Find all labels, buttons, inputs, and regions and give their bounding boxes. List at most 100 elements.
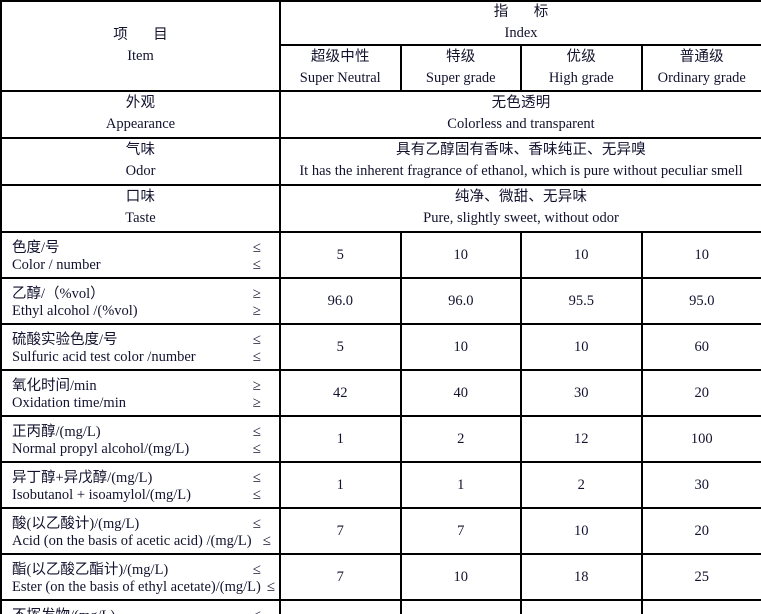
table-cell-value: 10 [520,231,643,279]
row-label-en: Odor [125,163,156,179]
grade-cn: 普通级 [679,48,724,65]
table-cell-value: 40 [399,369,522,417]
table-cell-value: 1 [279,415,402,463]
table-cell-value: 5 [279,323,402,371]
table-row-isobutanol-isoamylol: 异丁醇+异戊醇/(mg/L) ≤ Isobutanol + isoamylol/… [0,461,761,509]
table-cell-value: 96.0 [399,277,522,325]
row-label-cn: 乙醇/（%vol） [12,286,105,302]
row-label-en: Appearance [105,116,176,132]
table-cell-value: 10 [520,507,643,555]
row-label-cn: 口味 [125,189,156,206]
table-cell-value: 10 [399,231,522,279]
row-label-en: Ester (on the basis of ethyl acetate)/(m… [12,579,261,595]
row-label-en: Acid (on the basis of acetic acid) /(mg/… [12,533,252,549]
row-label-cn: 氧化时间/min [12,378,97,394]
table-cell-value: 15 [520,599,643,614]
operator-cn: ≤ [252,424,261,440]
row-label-cn: 酸(以乙酸计)/(mg/L) [12,516,140,532]
header-cell-item: 项 目 Item [0,0,281,92]
table-row-acid: 酸(以乙酸计)/(mg/L) ≤ Acid (on the basis of a… [0,507,761,555]
operator-cn: ≤ [252,332,261,348]
row-label-en: Oxidation time/min [12,395,126,411]
table-row-taste: 口味 Taste 纯净、微甜、无异味 Pure, slightly sweet,… [0,184,761,233]
header-row-index: 项 目 Item 指 标 Index [0,0,761,92]
row-label-ethyl-alcohol: 乙醇/（%vol） ≥ Ethyl alcohol /(%vol) ≥ [0,277,281,325]
table-cell-value: 10 [399,323,522,371]
operator-en: ≤ [262,533,271,549]
table-row-ester: 酯(以乙酸乙酯计)/(mg/L) ≤ Ester (on the basis o… [0,553,761,601]
table-cell-value: 95.0 [640,277,761,325]
row-label-cn: 正丙醇/(mg/L) [12,424,101,440]
header-cell-grade-high: 优级 High grade [520,44,643,92]
operator-en: ≤ [252,441,261,457]
row-label-cn: 气味 [125,142,156,159]
header-cell-grade-super-neutral: 超级中性 Super Neutral [279,44,402,92]
row-label-cn: 异丁醇+异戊醇/(mg/L) [12,470,153,486]
row-value-en: Pure, slightly sweet, without odor [423,210,619,226]
table-cell-value: 25 [640,599,761,614]
operator-en: ≤ [252,257,261,273]
table-cell-value: 10 [520,323,643,371]
row-value-appearance: 无色透明 Colorless and transparent [279,90,761,139]
row-label-en: Taste [125,210,156,226]
grade-en: High grade [548,69,614,86]
operator-en: ≥ [252,395,261,411]
header-item-cn: 项 目 [113,26,179,43]
table-cell-value: 7 [399,507,522,555]
row-label-odor: 气味 Odor [0,137,281,186]
grade-en: Super Neutral [299,69,381,86]
table-row-appearance: 外观 Appearance 无色透明 Colorless and transpa… [0,90,761,139]
row-label-acid: 酸(以乙酸计)/(mg/L) ≤ Acid (on the basis of a… [0,507,281,555]
table-row-sulfuric-acid-test-color: 硫酸实验色度/号 ≤ Sulfuric acid test color /num… [0,323,761,371]
table-cell-value: 10 [399,599,522,614]
row-value-cn: 纯净、微甜、无异味 [454,189,588,206]
operator-cn: ≤ [252,516,261,532]
table-row-odor: 气味 Odor 具有乙醇固有香味、香味纯正、无异嗅 It has the inh… [0,137,761,186]
row-label-en: Sulfuric acid test color /number [12,349,196,365]
table-cell-value: 95.5 [520,277,643,325]
row-label-color-number: 色度/号 ≤ Color / number ≤ [0,231,281,279]
operator-en: ≤ [252,487,261,503]
row-label-cn: 酯(以乙酸乙酯计)/(mg/L) [12,562,169,578]
row-label-oxidation-time: 氧化时间/min ≥ Oxidation time/min ≥ [0,369,281,417]
table-cell-value: 100 [640,415,761,463]
row-label-en: Ethyl alcohol /(%vol) [12,303,138,319]
table-cell-value: 42 [279,369,402,417]
table-cell-value: 30 [640,461,761,509]
row-label-en: Normal propyl alcohol/(mg/L) [12,441,190,457]
table-cell-value: 7 [279,599,402,614]
table-cell-value: 5 [279,231,402,279]
header-cell-index: 指 标 Index [279,0,761,46]
table-row-oxidation-time: 氧化时间/min ≥ Oxidation time/min ≥ 42 40 30… [0,369,761,417]
table-cell-value: 10 [640,231,761,279]
table-cell-value: 2 [399,415,522,463]
header-item-en: Item [127,47,154,64]
operator-cn: ≤ [252,470,261,486]
table-cell-value: 7 [279,553,402,601]
operator-en: ≥ [252,303,261,319]
grade-cn: 超级中性 [310,48,370,65]
header-index-en: Index [504,24,538,41]
table-cell-value: 1 [279,461,402,509]
grade-en: Ordinary grade [657,69,746,86]
table-cell-value: 20 [640,369,761,417]
table-row-normal-propyl-alcohol: 正丙醇/(mg/L) ≤ Normal propyl alcohol/(mg/L… [0,415,761,463]
operator-cn: ≥ [252,378,261,394]
grade-en: Super grade [425,69,496,86]
table-row-ethyl-alcohol: 乙醇/（%vol） ≥ Ethyl alcohol /(%vol) ≥ 96.0… [0,277,761,325]
row-value-cn: 无色透明 [491,95,551,112]
row-value-odor: 具有乙醇固有香味、香味纯正、无异嗅 It has the inherent fr… [279,137,761,186]
row-label-cn: 硫酸实验色度/号 [12,332,118,348]
row-label-appearance: 外观 Appearance [0,90,281,139]
table-cell-value: 12 [520,415,643,463]
operator-en: ≤ [266,579,276,595]
row-label-ester: 酯(以乙酸乙酯计)/(mg/L) ≤ Ester (on the basis o… [0,553,281,601]
row-label-cn: 外观 [125,95,156,112]
row-label-nonvolatile-matter: 不挥发物/(mg/L) ≤ Nonvolatile matter/(mg/L) … [0,599,281,614]
table-cell-value: 7 [279,507,402,555]
table-cell-value: 30 [520,369,643,417]
operator-cn: ≤ [252,562,261,578]
row-label-normal-propyl-alcohol: 正丙醇/(mg/L) ≤ Normal propyl alcohol/(mg/L… [0,415,281,463]
